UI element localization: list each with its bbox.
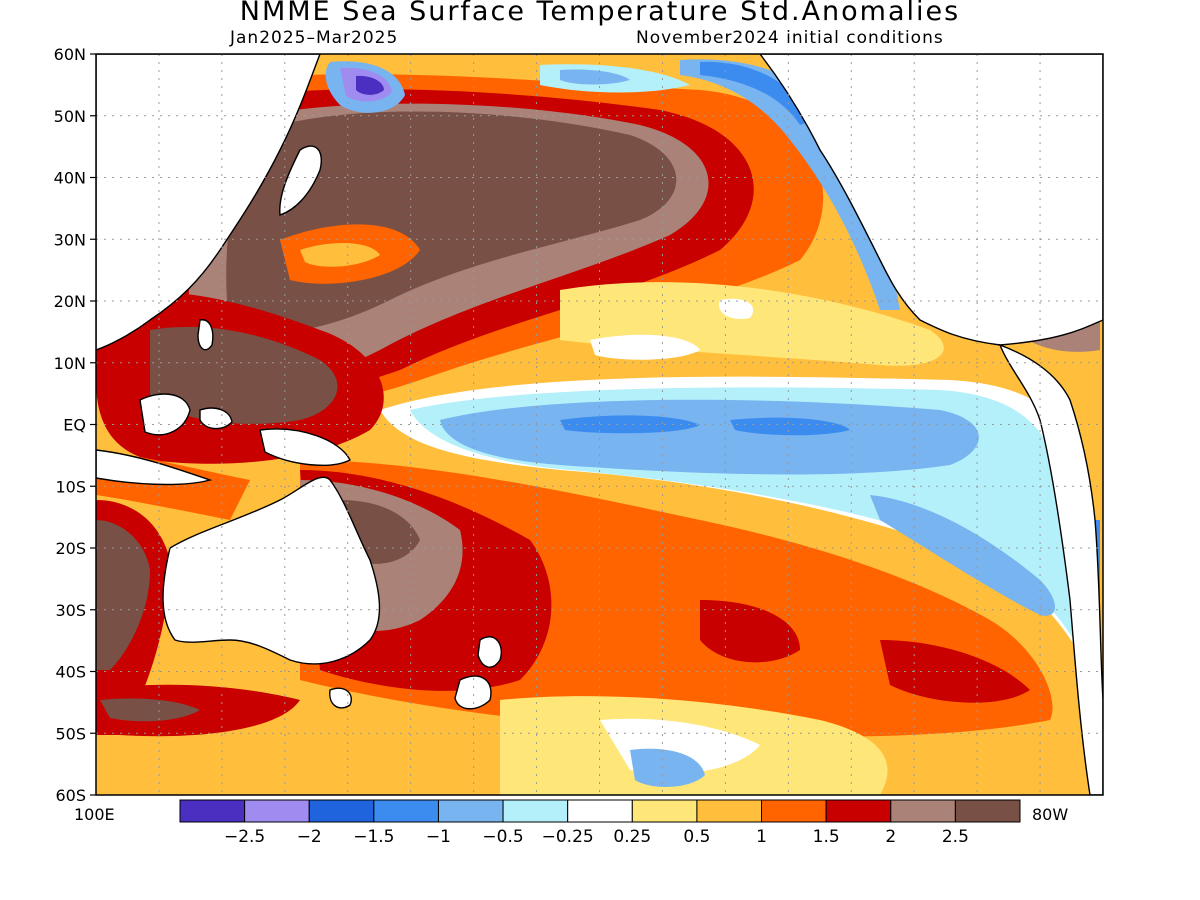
colorbar-swatch bbox=[437, 799, 504, 823]
colorbar-tick-label: −0.5 bbox=[482, 827, 523, 847]
colorbar-swatch bbox=[825, 799, 892, 823]
lat-label: 40N bbox=[54, 169, 86, 188]
lat-label: 30N bbox=[54, 230, 86, 249]
colorbar-swatch bbox=[631, 799, 698, 823]
lat-label: 10S bbox=[55, 477, 86, 496]
lat-label: 50N bbox=[54, 107, 86, 126]
lat-label: 50S bbox=[55, 724, 86, 743]
colorbar-tick-label: 0.5 bbox=[683, 827, 710, 847]
colorbar-tick-label: 2.5 bbox=[942, 827, 969, 847]
colorbar-tick-label: −0.25 bbox=[542, 827, 594, 847]
colorbar-tick-label: 1.5 bbox=[813, 827, 840, 847]
colorbar-tick-label: −2.5 bbox=[224, 827, 265, 847]
colorbar: −2.5 −2 −1.5 −1 −0.5 −0.25 0.25 0.5 1 1.5 2 2.5 bbox=[179, 799, 1021, 847]
lat-label: EQ bbox=[63, 416, 86, 435]
colorbar-swatch bbox=[373, 799, 439, 823]
colorbar-tick-label: −2 bbox=[297, 827, 322, 847]
colorbar-swatch bbox=[696, 799, 763, 823]
colorbar-tick-label: 1 bbox=[756, 827, 767, 847]
colorbar-swatch bbox=[761, 799, 827, 823]
colorbar-tick-label: 0.25 bbox=[613, 827, 651, 847]
longitude-label-left: 100E bbox=[74, 805, 115, 824]
lat-label: 40S bbox=[55, 663, 86, 682]
init-conditions-label: November2024 initial conditions bbox=[636, 28, 944, 48]
latitude-labels: 60N 50N 40N 30N 20N 10N EQ 10S 20S 30S 40S 50S 60S bbox=[54, 45, 96, 805]
lat-label: 10N bbox=[54, 354, 86, 373]
colorbar-swatch bbox=[890, 799, 956, 823]
lat-lon-grid bbox=[96, 54, 1103, 795]
colorbar-tick-label: −1 bbox=[426, 827, 451, 847]
colorbar-swatch bbox=[244, 799, 310, 823]
colorbar-swatch bbox=[308, 799, 375, 823]
lat-label: 60S bbox=[55, 786, 86, 805]
valid-period-label: Jan2025–Mar2025 bbox=[230, 28, 399, 48]
map-title: NMME Sea Surface Temperature Std.Anomali… bbox=[239, 0, 961, 27]
longitude-label-right: 80W bbox=[1032, 805, 1068, 824]
lat-label: 60N bbox=[54, 45, 86, 64]
colorbar-swatch bbox=[502, 799, 569, 823]
colorbar-tick-label: 2 bbox=[885, 827, 896, 847]
land-masses bbox=[96, 54, 1103, 795]
lat-label: 20N bbox=[54, 292, 86, 311]
colorbar-swatch bbox=[179, 799, 246, 823]
colorbar-swatch bbox=[954, 799, 1021, 823]
colorbar-tick-label: −1.5 bbox=[353, 827, 394, 847]
lat-label: 20S bbox=[55, 539, 86, 558]
colorbar-swatch bbox=[567, 799, 633, 823]
anomaly-field bbox=[96, 54, 1103, 795]
lat-label: 30S bbox=[55, 601, 86, 620]
